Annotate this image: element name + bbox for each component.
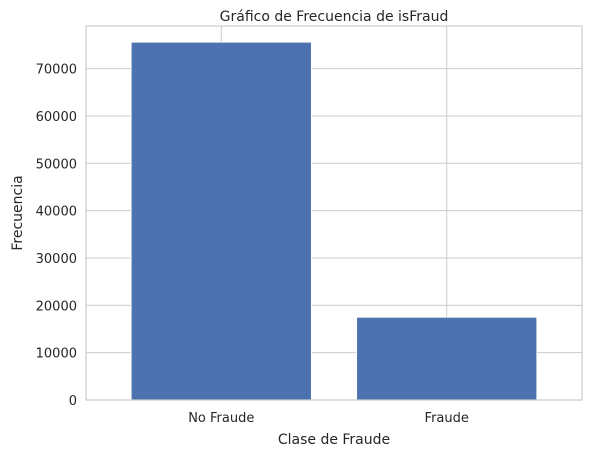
plot-frame	[85, 25, 583, 401]
x-tick-labels: No Fraude Fraude	[188, 411, 469, 426]
y-tick-label: 0	[69, 394, 77, 409]
x-tick-label: No Fraude	[188, 411, 254, 426]
x-tick-label: Fraude	[425, 411, 469, 426]
y-tick-label: 50000	[36, 157, 77, 172]
x-axis-label: Clase de Fraude	[278, 432, 390, 448]
y-tick-label: 20000	[36, 299, 77, 314]
bar-fraude	[356, 316, 538, 401]
chart-title: Gráfico de Frecuencia de isFraud	[220, 9, 449, 25]
y-tick-label: 10000	[36, 347, 77, 362]
bar-layer	[130, 41, 538, 401]
y-axis-label: Frecuencia	[10, 175, 26, 250]
y-tick-label: 60000	[36, 110, 77, 125]
y-tick-label: 30000	[36, 252, 77, 267]
y-tick-labels: 0 10000 20000 30000 40000 50000 60000 70000	[36, 63, 77, 409]
bar-no-fraude	[130, 41, 312, 401]
y-tick-label: 70000	[36, 63, 77, 78]
y-tick-label: 40000	[36, 205, 77, 220]
